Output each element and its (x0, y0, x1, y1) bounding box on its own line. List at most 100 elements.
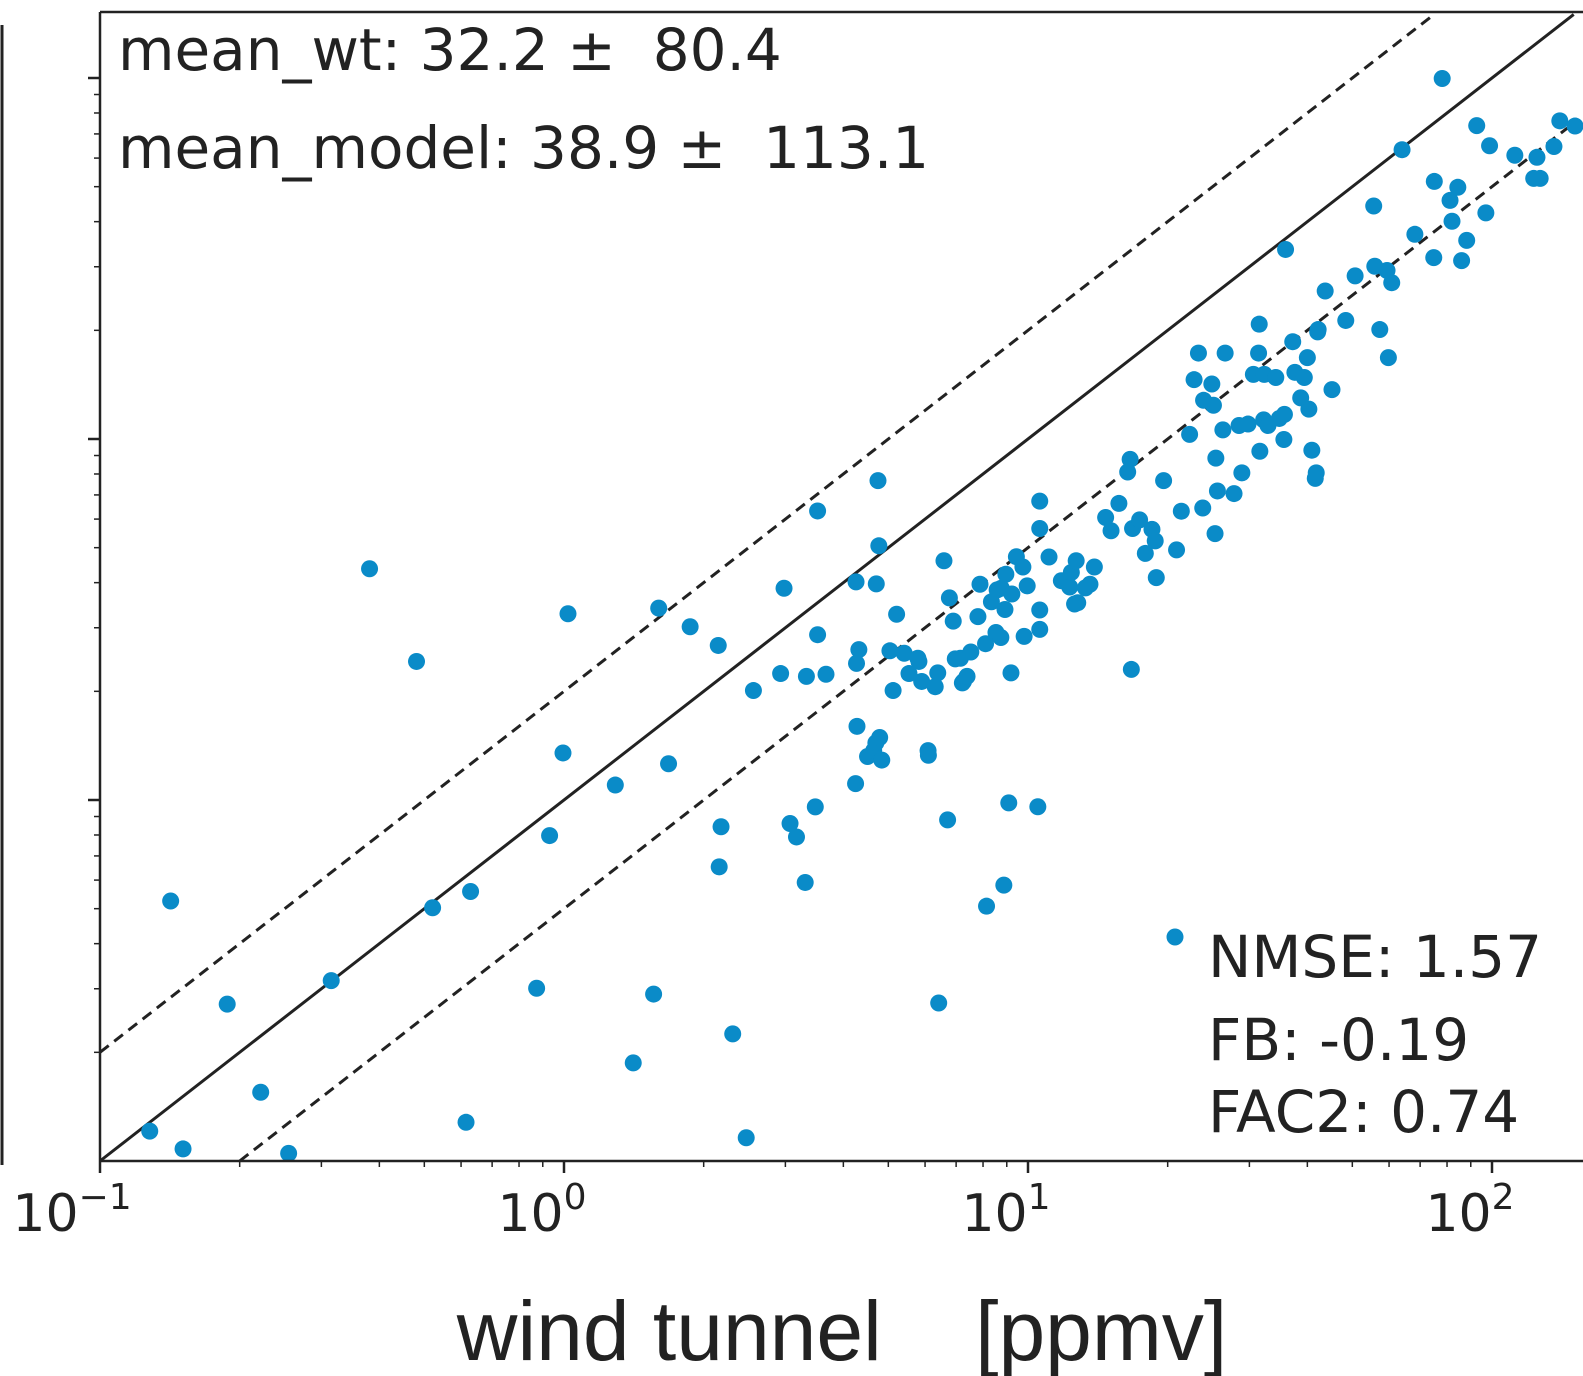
x-tick-label: 10−1 (12, 1177, 131, 1244)
data-point (1309, 321, 1327, 339)
data-point (1225, 485, 1243, 503)
data-point (848, 717, 866, 735)
data-point (1203, 375, 1221, 393)
data-point (162, 892, 180, 910)
data-point (848, 654, 866, 672)
data-point (1379, 349, 1397, 367)
data-point (1031, 520, 1049, 538)
data-point (252, 1083, 270, 1101)
data-point (710, 858, 728, 876)
data-point (1481, 137, 1499, 155)
data-point (847, 775, 865, 793)
data-point (781, 814, 799, 832)
data-point (1061, 578, 1079, 596)
data-point (992, 628, 1010, 646)
data-point (1081, 575, 1099, 593)
data-point (850, 641, 868, 659)
data-points (141, 69, 1583, 1162)
data-point (1000, 794, 1018, 812)
data-point (1146, 532, 1164, 550)
data-point (1136, 544, 1154, 562)
data-point (712, 818, 730, 836)
data-point (919, 746, 937, 764)
data-point (1528, 148, 1546, 166)
data-point (1316, 282, 1334, 300)
data-point (650, 599, 668, 617)
data-point (1085, 558, 1103, 576)
data-point (1172, 502, 1190, 520)
data-point (660, 755, 678, 773)
data-point (873, 751, 891, 769)
data-point (554, 744, 572, 762)
data-point (1040, 548, 1058, 566)
data-point (1477, 204, 1495, 222)
data-point (910, 652, 928, 670)
data-point (1015, 627, 1033, 645)
data-point (1110, 494, 1128, 512)
data-point (1067, 552, 1085, 570)
x-tick-label: 100 (497, 1177, 586, 1244)
data-point (1251, 442, 1269, 460)
data-point (1371, 321, 1389, 339)
data-point (1295, 369, 1313, 387)
x-tick-label: 102 (1425, 1177, 1514, 1244)
data-point (1216, 344, 1234, 362)
y-axis-ticks (88, 76, 100, 1054)
data-point (1250, 344, 1268, 362)
data-point (869, 472, 887, 490)
x-axis-ticks: 10−1 100 101 102 (12, 1161, 1515, 1244)
data-point (1031, 601, 1049, 619)
data-point (1250, 315, 1268, 333)
data-point (958, 667, 976, 685)
data-point (1393, 141, 1411, 159)
data-point (218, 995, 236, 1013)
data-point (457, 1113, 475, 1131)
reference-lines (99, 13, 1575, 1163)
data-point (624, 1054, 642, 1072)
data-point (1189, 344, 1207, 362)
data-point (1131, 511, 1149, 529)
data-point (1031, 492, 1049, 510)
data-point (913, 672, 931, 690)
data-point (1458, 231, 1476, 249)
data-point (1181, 425, 1199, 443)
data-point (1029, 798, 1047, 816)
legend-marker (1166, 928, 1184, 946)
data-point (997, 565, 1015, 583)
data-point (1069, 594, 1087, 612)
data-point (977, 635, 995, 653)
nmse-stat: NMSE: 1.57 (1208, 923, 1542, 991)
one-to-one-line (99, 13, 1575, 1163)
data-point (174, 1140, 192, 1158)
data-point (1506, 146, 1524, 164)
data-point (1206, 525, 1224, 543)
data-point (995, 876, 1013, 894)
data-point (806, 798, 824, 816)
data-point (1097, 509, 1115, 527)
data-point (884, 682, 902, 700)
data-point (1277, 240, 1295, 258)
data-point (1275, 430, 1293, 448)
data-point (1300, 400, 1318, 418)
data-point (1204, 396, 1222, 414)
data-point (796, 873, 814, 891)
data-point (1207, 449, 1225, 467)
data-point (1365, 197, 1383, 215)
fb-stat: FB: -0.19 (1208, 1006, 1469, 1074)
plot-frame (98, 10, 1583, 1163)
data-point (1566, 117, 1583, 135)
mean-model-annotation: mean_model: 38.9 ± 113.1 (118, 114, 929, 182)
data-point (939, 811, 957, 829)
data-point (744, 682, 762, 700)
data-point (1121, 450, 1139, 468)
data-point (1383, 274, 1401, 292)
data-point (1119, 463, 1137, 481)
data-point (881, 642, 899, 660)
data-point (1208, 482, 1226, 500)
data-point (962, 643, 980, 661)
data-point (606, 776, 624, 794)
data-point (1267, 369, 1285, 387)
data-point (709, 636, 727, 654)
data-point (361, 560, 379, 578)
data-point (935, 552, 953, 570)
